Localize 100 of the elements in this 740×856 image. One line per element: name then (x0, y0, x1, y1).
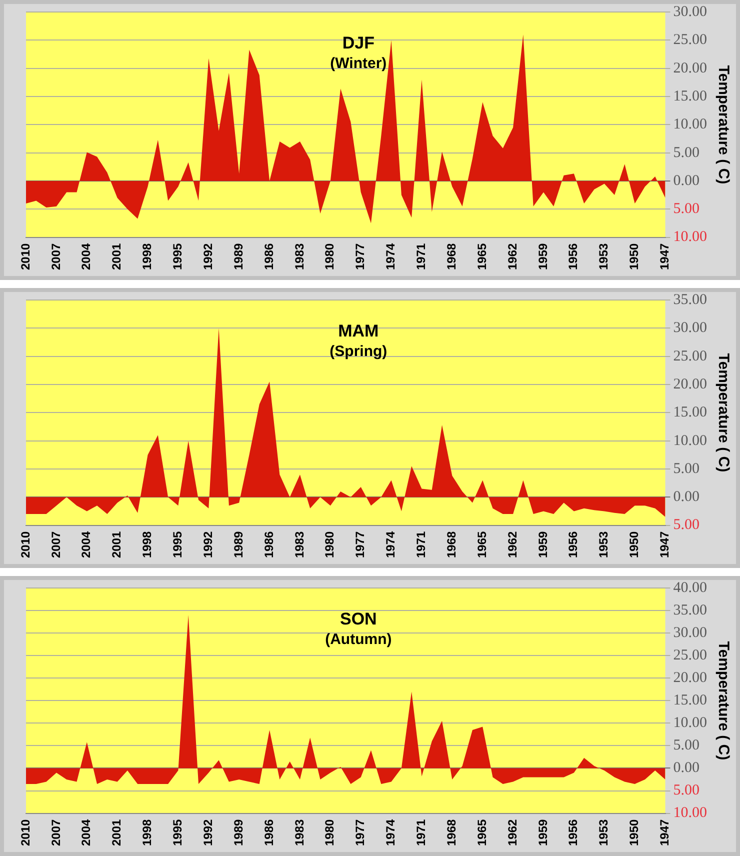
y-tick-label: 0.00 (673, 489, 700, 506)
x-tick-label: 1962 (505, 818, 520, 846)
x-tick-label: 2001 (110, 530, 124, 558)
x-tick-label: 1971 (414, 530, 428, 558)
x-tick-label: 2001 (110, 818, 124, 846)
y-tick-label: 25.00 (673, 648, 707, 664)
x-tick-label: 1965 (474, 242, 489, 270)
text: (Winter) (330, 55, 387, 72)
y-tick-label: 35.00 (673, 292, 707, 308)
x-tick-label: 1965 (474, 530, 489, 558)
x-tick-label: 1968 (444, 242, 458, 270)
y-tick-label: 40.00 (673, 580, 707, 596)
x-tick-label: 1962 (505, 242, 520, 270)
y-axis-title: Temperature ( C) (714, 353, 732, 472)
y-tick-label: 5.00 (673, 738, 700, 754)
x-tick-label: 1989 (231, 242, 246, 270)
x-tick-label: 1950 (627, 242, 642, 270)
y-tick-label: 15.00 (673, 692, 707, 709)
text: (Spring) (330, 343, 388, 360)
y-tick-label: 5.00 (673, 460, 700, 477)
x-tick-label: 1983 (292, 242, 306, 270)
x-tick-label: 2010 (18, 818, 32, 846)
x-tick-label: 1992 (200, 818, 215, 846)
x-tick-label: 1986 (262, 242, 276, 270)
x-tick-label: 1977 (353, 242, 368, 270)
y-tick-label: 15.00 (673, 88, 707, 104)
y-tick-label: 10.00 (673, 432, 707, 449)
x-tick-label: 2004 (79, 818, 94, 846)
x-tick-label: 1962 (505, 530, 520, 558)
x-tick-label: 1947 (658, 530, 672, 558)
x-tick-label: 1980 (322, 818, 337, 846)
y-tick-label: 0.00 (673, 760, 700, 776)
x-tick-label: 1968 (444, 530, 458, 558)
y-tick-label: 10.00 (673, 715, 707, 732)
y-tick-label: 5.00 (673, 782, 700, 799)
y-tick-label: 10.00 (673, 805, 707, 822)
y-tick-label: 15.00 (673, 404, 707, 421)
x-tick-label: 1953 (596, 818, 611, 846)
x-tick-label: 1959 (536, 818, 550, 846)
x-tick-label: 1950 (627, 530, 642, 558)
x-tick-label: 1980 (322, 242, 337, 270)
x-tick-label: 1980 (322, 530, 337, 558)
y-tick-label: 10.00 (673, 229, 707, 246)
text: MAM (338, 322, 379, 341)
x-tick-label: 2007 (48, 242, 63, 270)
y-tick-label: 0.00 (673, 172, 700, 189)
x-tick-label: 1974 (384, 818, 398, 846)
x-tick-label: 1983 (292, 818, 306, 846)
y-tick-label: 5.00 (673, 517, 700, 534)
x-tick-label: 1995 (170, 818, 185, 846)
x-tick-label: 2010 (18, 242, 32, 270)
x-tick-label: 1983 (292, 530, 306, 558)
y-tick-label: 30.00 (673, 4, 707, 20)
x-tick-label: 1971 (414, 242, 428, 270)
x-tick-label: 1977 (353, 530, 368, 558)
x-tick-label: 1959 (536, 242, 550, 270)
y-tick-label: 30.00 (673, 625, 707, 641)
x-tick-label: 1998 (140, 242, 154, 270)
x-tick-label: 2010 (18, 530, 32, 558)
x-tick-label: 1995 (170, 242, 185, 270)
x-tick-label: 2007 (48, 818, 63, 846)
x-tick-label: 1974 (384, 530, 398, 558)
x-tick-label: 1998 (140, 818, 154, 846)
y-tick-label: 25.00 (673, 32, 707, 48)
x-tick-label: 1971 (414, 818, 428, 846)
x-tick-label: 1968 (444, 818, 458, 846)
text: DJF (342, 34, 374, 53)
x-tick-label: 1995 (170, 530, 185, 558)
x-tick-label: 1947 (658, 242, 672, 270)
x-tick-label: 2001 (110, 242, 124, 270)
text: (Autumn) (325, 631, 392, 648)
y-tick-label: 20.00 (673, 60, 707, 76)
x-tick-label: 1989 (231, 818, 246, 846)
x-tick-label: 1986 (262, 530, 276, 558)
y-tick-label: 35.00 (673, 602, 707, 618)
x-tick-label: 1986 (262, 818, 276, 846)
y-axis-title: Temperature ( C) (714, 65, 732, 184)
y-tick-label: 20.00 (673, 670, 707, 686)
x-tick-label: 1992 (200, 530, 215, 558)
x-tick-label: 2004 (79, 530, 94, 558)
y-tick-label: 20.00 (673, 376, 707, 392)
x-tick-label: 2007 (48, 530, 63, 558)
x-tick-label: 1947 (658, 818, 672, 846)
x-tick-label: 1977 (353, 818, 368, 846)
y-axis-title: Temperature ( C) (714, 641, 732, 760)
x-tick-label: 1992 (200, 242, 215, 270)
x-tick-label: 1959 (536, 530, 550, 558)
x-tick-label: 1989 (231, 530, 246, 558)
y-tick-label: 25.00 (673, 348, 707, 364)
x-tick-label: 1974 (384, 242, 398, 270)
x-tick-label: 1953 (596, 242, 611, 270)
y-tick-label: 5.00 (673, 201, 700, 218)
y-tick-label: 30.00 (673, 320, 707, 336)
x-tick-label: 1965 (474, 818, 489, 846)
x-tick-label: 1956 (566, 530, 580, 558)
x-tick-label: 1956 (566, 818, 580, 846)
y-tick-label: 5.00 (673, 144, 700, 161)
text: SON (340, 610, 377, 629)
y-tick-label: 10.00 (673, 116, 707, 133)
x-tick-label: 2004 (79, 242, 94, 270)
